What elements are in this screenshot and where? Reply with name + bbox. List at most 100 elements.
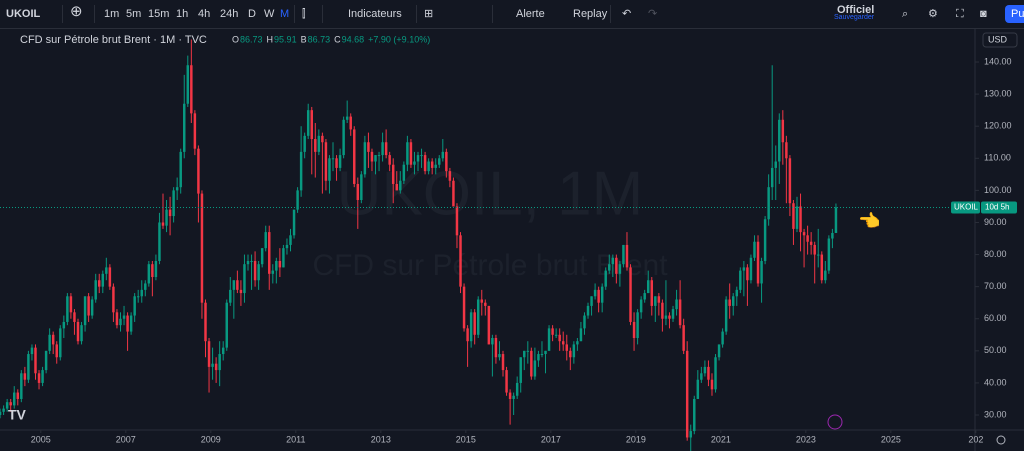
candle-body [264, 232, 267, 249]
candle-body [551, 328, 554, 335]
candle-body [179, 151, 182, 188]
candle-body [501, 354, 505, 371]
candle-body [799, 206, 802, 233]
candle-body [225, 302, 228, 348]
candle-body [73, 312, 76, 322]
candle-body [98, 280, 101, 287]
candle-body [434, 164, 437, 168]
candle-body [636, 312, 639, 338]
candle-body [204, 302, 207, 342]
fullscreen-button[interactable]: ⛶ [956, 8, 964, 20]
y-tick-label: 60.00 [984, 313, 1007, 323]
candle-body [374, 155, 377, 162]
templates-button[interactable]: ⊞ [424, 8, 434, 20]
interval-button[interactable]: 24h [220, 8, 239, 20]
candle-body [438, 158, 441, 165]
candle-body [721, 331, 724, 345]
candle-body [820, 254, 824, 281]
compare-button[interactable]: ⊕ [70, 3, 83, 20]
candle-body [399, 180, 402, 191]
watermark-description: CFD sur Pétrole brut Brent [312, 249, 668, 282]
candle-body [625, 244, 629, 268]
candle-body [335, 158, 338, 168]
candle-body [795, 206, 799, 229]
candle-body [108, 267, 112, 287]
x-tick-label: 2009 [201, 434, 221, 444]
snapshot-button[interactable]: ◙ [980, 8, 987, 20]
x-tick-label: 2015 [456, 434, 476, 444]
candle-body [671, 309, 675, 319]
interval-button[interactable]: W [264, 8, 275, 20]
interval-button[interactable]: D [248, 8, 256, 20]
candle-body [544, 350, 547, 355]
y-tick-label: 90.00 [984, 217, 1007, 227]
candle-body [760, 260, 763, 284]
alert-button[interactable]: Alerte [516, 8, 545, 20]
candle-body [381, 142, 384, 156]
candle-body [466, 328, 469, 342]
candle-body [576, 341, 579, 345]
candle-body [427, 161, 430, 172]
candle-body [2, 408, 5, 412]
indicators-button[interactable]: Indicateurs [348, 8, 402, 20]
candle-body [211, 363, 214, 367]
candle-body [23, 373, 27, 380]
x-tick-label: 2007 [116, 434, 136, 444]
candle-body [724, 299, 728, 332]
candle-body [406, 142, 409, 165]
save-button[interactable]: Sauvegarder [834, 14, 875, 21]
candle-body [34, 347, 37, 374]
redo-button[interactable]: ↷ [648, 8, 658, 20]
symbol-search[interactable]: UKOIL [6, 8, 41, 20]
candle-body [268, 232, 271, 274]
interval-button[interactable]: 1m [104, 8, 120, 20]
candle-body [129, 315, 133, 332]
candle-body [696, 379, 700, 399]
candle-body [338, 155, 342, 168]
candle-body [51, 334, 55, 345]
y-tick-label: 130.00 [984, 88, 1012, 98]
currency[interactable]: USD [988, 34, 1008, 44]
currency-button[interactable] [982, 32, 1018, 48]
interval-button[interactable]: 4h [198, 8, 211, 20]
candle-body [395, 183, 398, 191]
logo: TV [8, 407, 27, 423]
candle-body [229, 289, 232, 303]
settings-icon[interactable] [996, 435, 1006, 445]
candle-body [824, 270, 827, 281]
candle-body [806, 235, 809, 242]
candle-body [94, 280, 97, 300]
candle-body [90, 299, 94, 316]
candle-body [12, 392, 16, 406]
replay-button[interactable]: Replay [573, 8, 608, 20]
legend-label: H [267, 34, 274, 44]
candle-body [66, 296, 69, 322]
candle-body [572, 344, 576, 358]
candle-body [200, 193, 204, 303]
candle-body [731, 296, 735, 306]
legend-value: 86.73 [308, 34, 331, 44]
candle-body [317, 135, 321, 152]
x-tick-label: 2013 [371, 434, 391, 444]
layout-name[interactable]: Officiel [837, 4, 875, 16]
candle-body [763, 219, 767, 261]
interval-button[interactable]: 15m [148, 8, 170, 20]
flash-icon[interactable] [827, 414, 843, 430]
candle-body [83, 296, 87, 326]
settings-button[interactable]: ⚙ [928, 8, 938, 20]
interval-button[interactable]: M [280, 8, 290, 20]
candle-body [735, 289, 739, 297]
undo-button[interactable]: ↶ [622, 8, 632, 20]
candle-body [69, 296, 73, 313]
quick-search[interactable]: ⌕ [902, 8, 909, 20]
candle-body [597, 289, 600, 303]
chart-type[interactable]: ⫿ [302, 8, 306, 20]
interval-button[interactable]: 1h [176, 8, 189, 20]
candle-body [175, 187, 179, 191]
candle-body [654, 296, 657, 306]
candle-body [275, 260, 278, 271]
candle-body [221, 347, 225, 355]
interval-button[interactable]: 5m [126, 8, 142, 20]
publish-button[interactable]: Pub [1005, 5, 1024, 23]
